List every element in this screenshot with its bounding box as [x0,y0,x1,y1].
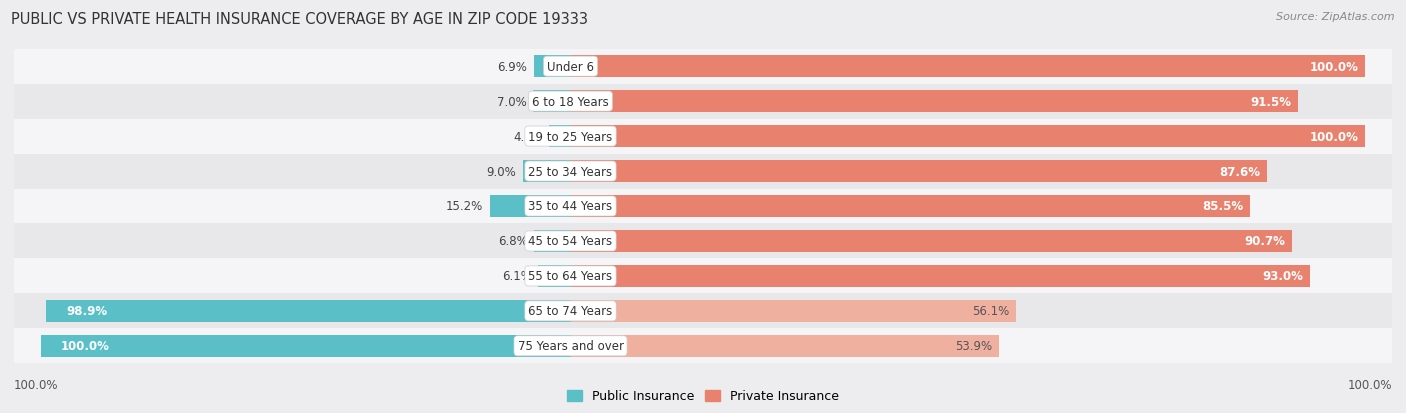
Bar [571,126,1365,147]
Bar [14,329,1392,363]
Text: 9.0%: 9.0% [486,165,516,178]
Legend: Public Insurance, Private Insurance: Public Insurance, Private Insurance [562,385,844,408]
Text: 4.0%: 4.0% [513,130,543,143]
Text: 90.7%: 90.7% [1244,235,1285,248]
Bar [550,126,571,147]
Text: 98.9%: 98.9% [66,305,107,318]
Bar [571,230,1292,252]
Text: 25 to 34 Years: 25 to 34 Years [529,165,613,178]
Text: Source: ZipAtlas.com: Source: ZipAtlas.com [1277,12,1395,22]
Text: 6 to 18 Years: 6 to 18 Years [531,95,609,108]
Text: 87.6%: 87.6% [1219,165,1260,178]
Text: 6.1%: 6.1% [502,270,531,283]
Text: 85.5%: 85.5% [1202,200,1243,213]
Bar [534,56,571,78]
Bar [14,84,1392,119]
Bar [533,91,571,113]
Bar [571,266,1310,287]
Text: 100.0%: 100.0% [1310,130,1358,143]
Text: 6.9%: 6.9% [498,61,527,74]
Bar [41,335,571,357]
Text: 55 to 64 Years: 55 to 64 Years [529,270,613,283]
Text: 100.0%: 100.0% [1310,61,1358,74]
Bar [14,189,1392,224]
Bar [14,259,1392,294]
Bar [14,294,1392,329]
Bar [538,266,571,287]
Text: 100.0%: 100.0% [14,378,59,391]
Bar [489,196,571,217]
Bar [571,196,1250,217]
Bar [46,300,571,322]
Text: 91.5%: 91.5% [1250,95,1291,108]
Bar [14,154,1392,189]
Text: 7.0%: 7.0% [498,95,527,108]
Text: 65 to 74 Years: 65 to 74 Years [529,305,613,318]
Text: 35 to 44 Years: 35 to 44 Years [529,200,613,213]
Bar [571,300,1017,322]
Bar [571,91,1298,113]
Bar [14,224,1392,259]
Text: Under 6: Under 6 [547,61,593,74]
Bar [571,335,1000,357]
Text: 100.0%: 100.0% [60,339,110,352]
Bar [571,161,1267,183]
Text: PUBLIC VS PRIVATE HEALTH INSURANCE COVERAGE BY AGE IN ZIP CODE 19333: PUBLIC VS PRIVATE HEALTH INSURANCE COVER… [11,12,588,27]
Text: 93.0%: 93.0% [1263,270,1303,283]
Text: 56.1%: 56.1% [973,305,1010,318]
Text: 100.0%: 100.0% [1347,378,1392,391]
Bar [14,119,1392,154]
Text: 45 to 54 Years: 45 to 54 Years [529,235,613,248]
Text: 53.9%: 53.9% [955,339,993,352]
Bar [14,50,1392,84]
Text: 75 Years and over: 75 Years and over [517,339,623,352]
Text: 19 to 25 Years: 19 to 25 Years [529,130,613,143]
Bar [523,161,571,183]
Text: 15.2%: 15.2% [446,200,484,213]
Bar [571,56,1365,78]
Text: 6.8%: 6.8% [498,235,527,248]
Bar [534,230,571,252]
